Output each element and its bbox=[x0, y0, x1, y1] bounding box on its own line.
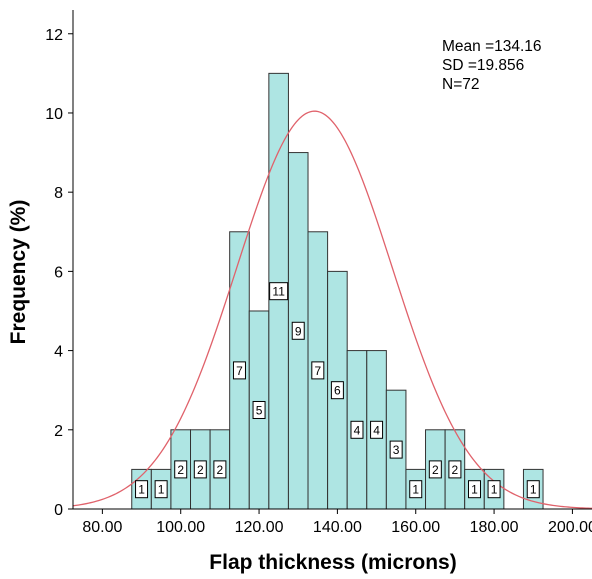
bar-count-label-text: 5 bbox=[256, 403, 263, 417]
x-tick-label: 80.00 bbox=[82, 519, 122, 536]
x-tick-label: 200.00 bbox=[548, 519, 592, 536]
bar-count-label-text: 2 bbox=[177, 463, 184, 477]
y-tick-label: 2 bbox=[54, 423, 63, 440]
bar-count-label-text: 1 bbox=[138, 483, 145, 497]
bar-count-label: 2 bbox=[174, 460, 188, 479]
bar-count-label-box bbox=[467, 480, 481, 499]
bar-count-label-text: 1 bbox=[491, 483, 498, 497]
y-tick-label: 12 bbox=[45, 27, 63, 44]
bar-count-label-text: 2 bbox=[432, 463, 439, 477]
y-ticks-group: 0 2 4 6 8 10 12 bbox=[45, 27, 73, 519]
x-tick-label: 180.00 bbox=[470, 519, 519, 536]
bar-count-label-box bbox=[269, 282, 289, 301]
bar-count-label: 2 bbox=[428, 460, 442, 479]
bar-count-label: 11 bbox=[269, 282, 289, 301]
bar-count-label-box bbox=[487, 480, 501, 499]
bar-count-label: 1 bbox=[135, 480, 149, 499]
bar-count-label-text: 7 bbox=[236, 364, 243, 378]
bar-count-label-text: 9 bbox=[295, 324, 302, 338]
bar-count-label-box bbox=[213, 460, 227, 479]
bar-count-label: 5 bbox=[252, 400, 266, 419]
y-tick-label: 6 bbox=[54, 264, 63, 281]
bar-count-label: 1 bbox=[409, 480, 423, 499]
bar-count-label-text: 2 bbox=[217, 463, 224, 477]
bar-count-label-box bbox=[252, 400, 266, 419]
bar-count-label-box bbox=[193, 460, 207, 479]
bar-count-label-text: 1 bbox=[412, 483, 419, 497]
bar-count-label: 4 bbox=[350, 420, 364, 439]
y-axis-title: Frequency (%) bbox=[7, 200, 30, 345]
bar-count-label-text: 11 bbox=[272, 285, 285, 299]
bar-count-label: 2 bbox=[213, 460, 227, 479]
bar-count-label-box bbox=[232, 361, 246, 380]
stats-box: Mean =134.16 SD =19.856 N=72 bbox=[442, 38, 542, 93]
bar-count-label-text: 4 bbox=[354, 423, 361, 437]
bar-count-label-text: 1 bbox=[158, 483, 165, 497]
bar-count-label: 6 bbox=[330, 381, 344, 400]
x-ticks-group: 80.00 100.00 120.00 140.00 160.00 180.00 200.0… bbox=[82, 509, 592, 536]
bar-count-label-text: 1 bbox=[471, 483, 478, 497]
normal-curve-group bbox=[72, 110, 592, 509]
bar-count-label-text: 7 bbox=[314, 364, 321, 378]
x-tick-label: 120.00 bbox=[235, 519, 284, 536]
bar-count-label: 1 bbox=[526, 480, 540, 499]
bar-count-label-text: 6 bbox=[334, 384, 341, 398]
bar-count-label-box bbox=[428, 460, 442, 479]
bar-count-label-box bbox=[311, 361, 325, 380]
x-tick-label: 160.00 bbox=[391, 519, 440, 536]
bar-count-label: 1 bbox=[467, 480, 481, 499]
bar-count-label-box bbox=[174, 460, 188, 479]
bar-count-label-box bbox=[526, 480, 540, 499]
bar-count-label-box bbox=[389, 440, 403, 459]
y-tick-label: 0 bbox=[54, 502, 63, 519]
bar-count-label: 2 bbox=[193, 460, 207, 479]
bars-group bbox=[131, 72, 544, 510]
y-tick-label: 8 bbox=[54, 185, 63, 202]
bar-count-label-text: 2 bbox=[197, 463, 204, 477]
x-tick-label: 140.00 bbox=[313, 519, 362, 536]
bar-count-label-text: 2 bbox=[452, 463, 459, 477]
stat-line: Mean =134.16 bbox=[442, 38, 542, 55]
x-tick-label: 100.00 bbox=[156, 519, 205, 536]
bar-count-label-text: 4 bbox=[373, 423, 380, 437]
bar-count-label-box bbox=[409, 480, 423, 499]
axes-group bbox=[72, 10, 592, 510]
bar-count-label: 1 bbox=[154, 480, 168, 499]
y-tick-label: 4 bbox=[54, 344, 63, 361]
bar-count-label-box bbox=[330, 381, 344, 400]
bar-count-label: 4 bbox=[370, 420, 384, 439]
bar-count-label-box bbox=[291, 321, 305, 340]
bar-count-label: 1 bbox=[487, 480, 501, 499]
bar-count-label-box bbox=[154, 480, 168, 499]
bar-count-label-box bbox=[448, 460, 462, 479]
bar-count-label-text: 3 bbox=[393, 443, 400, 457]
bar-count-label: 2 bbox=[448, 460, 462, 479]
stat-line: N=72 bbox=[442, 76, 480, 93]
y-tick-label: 10 bbox=[45, 106, 63, 123]
bar-count-label: 7 bbox=[311, 361, 325, 380]
bar-count-label-box bbox=[350, 420, 364, 439]
bar-count-label-box bbox=[135, 480, 149, 499]
x-axis-title: Flap thickness (microns) bbox=[209, 551, 456, 574]
bar-count-label: 9 bbox=[291, 321, 305, 340]
bar-count-label: 7 bbox=[232, 361, 246, 380]
bar-count-label-text: 1 bbox=[530, 483, 537, 497]
normal-curve-line bbox=[72, 110, 592, 509]
bar-count-label-box bbox=[370, 420, 384, 439]
bar-count-label: 3 bbox=[389, 440, 403, 459]
stat-line: SD =19.856 bbox=[442, 57, 524, 74]
